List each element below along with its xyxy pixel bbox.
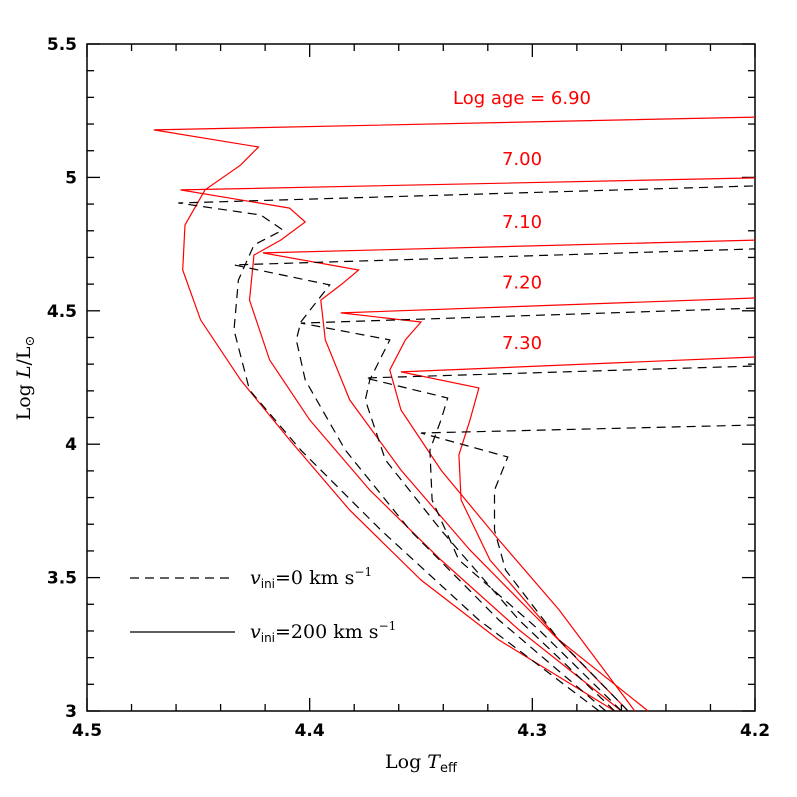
isochrone — [300, 307, 756, 712]
x-tick-label: 4.3 — [517, 721, 547, 741]
y-tick-label: 5 — [65, 168, 77, 188]
x-tick-label: 4.4 — [295, 721, 325, 741]
isochrone — [340, 297, 756, 712]
y-label-rest: /L — [13, 346, 35, 365]
y-tick-label: 5.5 — [47, 35, 77, 55]
age-label: 7.10 — [502, 212, 542, 233]
x-label-symbol: T — [427, 751, 441, 773]
y-label-subscript: ⊙ — [23, 336, 38, 347]
isochrone — [420, 424, 756, 712]
y-tick-label: 4.5 — [47, 302, 77, 322]
isochrone — [153, 116, 756, 712]
isochrone — [233, 248, 756, 712]
y-tick-label: 3.5 — [47, 569, 77, 589]
x-label-subscript: eff — [440, 761, 458, 776]
age-label: 7.00 — [502, 149, 542, 170]
x-tick-label: 4.2 — [740, 721, 770, 741]
legend-label: vini=0 km s−1 — [250, 565, 372, 591]
legend-subscript: ini — [261, 577, 275, 591]
legend-subscript: ini — [261, 631, 275, 645]
isochrone — [365, 365, 756, 712]
legend-label: vini=200 km s−1 — [250, 619, 396, 645]
isochrone — [178, 185, 756, 712]
y-axis-label: Log L/L⊙ — [13, 336, 38, 421]
age-label: 7.30 — [502, 333, 542, 354]
isochrone — [180, 177, 756, 712]
plot-frame — [86, 43, 756, 712]
x-tick-label: 4.5 — [72, 721, 102, 741]
y-label-text: Log — [13, 378, 35, 420]
x-label-text: Log — [385, 751, 427, 773]
legend-text: =200 km s — [275, 621, 379, 643]
legend-symbol: v — [250, 567, 261, 589]
x-axis-label: Log Teff — [385, 751, 458, 776]
isochrone — [400, 356, 756, 712]
isochrone — [262, 239, 756, 712]
legend-superscript: −1 — [354, 565, 372, 579]
legend-symbol: v — [250, 621, 261, 643]
y-tick-label: 4 — [65, 435, 77, 455]
y-tick-label: 3 — [65, 702, 77, 722]
y-label-symbol: L — [13, 366, 35, 380]
legend-text: =0 km s — [275, 567, 354, 589]
legend-superscript: −1 — [379, 619, 397, 633]
age-label: Log age = 6.90 — [453, 88, 591, 109]
age-label: 7.20 — [502, 272, 542, 293]
